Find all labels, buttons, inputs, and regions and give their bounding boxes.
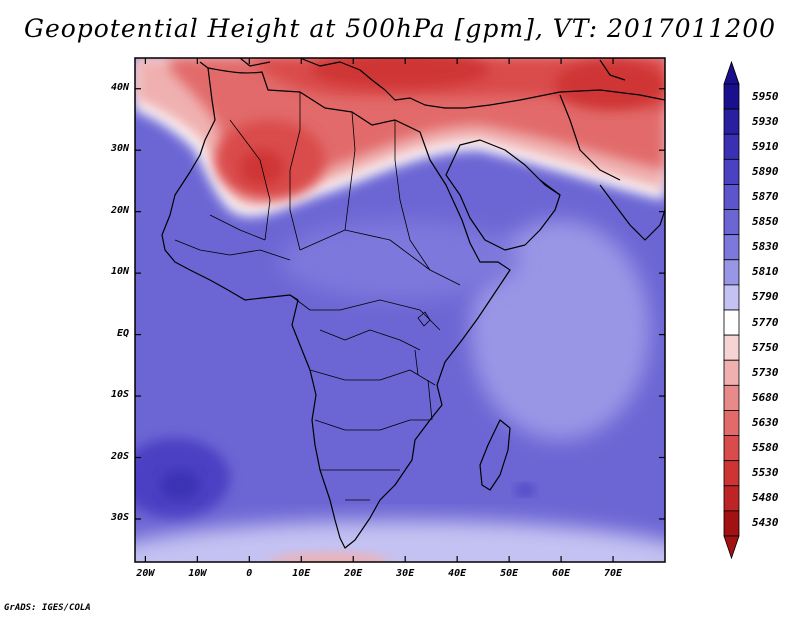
axis-ticks: [135, 58, 665, 562]
colorbar-label: 5830: [752, 240, 779, 254]
africa-coastline: [161, 67, 511, 549]
lon-label: 10W: [188, 568, 207, 579]
colorbar-swatch: [723, 384, 740, 411]
lat-label: 20S: [110, 450, 129, 462]
madagascar: [479, 419, 511, 491]
colorbar-label: 5890: [752, 164, 779, 178]
colorbar-label: 5630: [752, 416, 779, 429]
colorbar-label: 5480: [752, 491, 779, 505]
colorbar-label: 5430: [752, 516, 779, 530]
europe-coast: [199, 58, 665, 109]
colorbar-label: 5910: [752, 139, 779, 153]
colorbar-swatch: [723, 435, 740, 462]
colorbar-swatch: [723, 184, 740, 210]
lon-label: 20W: [136, 568, 155, 579]
lat-label: 10N: [110, 266, 129, 278]
colorbar-swatch: [723, 359, 740, 386]
lon-label: 70E: [604, 568, 623, 579]
map-title: Geopotential Height at 500hPa [gpm], VT:…: [23, 14, 777, 43]
lat-label: 10S: [110, 389, 129, 401]
african-borders: [174, 92, 461, 501]
colorbar-label: 5680: [752, 390, 779, 404]
lon-label: 30E: [396, 568, 415, 579]
colorbar-swatch: [723, 284, 740, 311]
colorbar-swatch: [723, 259, 740, 286]
colorbar-swatch: [723, 83, 740, 110]
colorbar-label: 5750: [752, 340, 779, 354]
colorbar-label: 5770: [752, 315, 779, 329]
lon-label: 60E: [552, 568, 571, 579]
colorbar-label: 5790: [752, 290, 779, 304]
footer-credit: GrADS: IGES/COLA: [4, 603, 91, 613]
lon-label: 50E: [500, 568, 519, 579]
colorbar-swatch: [723, 309, 740, 336]
caspian-and-gulfs: [539, 59, 626, 196]
arabia-coastline: [445, 139, 561, 251]
colorbar-label: 5810: [752, 265, 779, 279]
colorbar: [723, 60, 740, 560]
colorbar-label: 5950: [752, 89, 779, 103]
colorbar-swatch: [723, 334, 740, 361]
colorbar-label: 5580: [752, 441, 779, 455]
lon-label: 10E: [292, 568, 311, 579]
lat-label: EQ: [116, 327, 129, 339]
lake-victoria: [414, 311, 433, 421]
colorbar-swatch: [723, 133, 740, 160]
colorbar-label: 5930: [752, 114, 779, 128]
colorbar-label: 5730: [752, 365, 779, 379]
india-coast: [599, 184, 665, 241]
lat-label: 40N: [110, 81, 129, 93]
lat-label: 30S: [110, 511, 129, 523]
lon-label: 20E: [344, 568, 363, 579]
colorbar-min-triangle: [723, 535, 740, 560]
colorbar-swatch: [723, 209, 740, 236]
colorbar-max-triangle: [723, 60, 740, 85]
colorbar-swatch: [723, 158, 740, 185]
lon-label: 0: [246, 568, 253, 579]
colorbar-swatch: [723, 510, 740, 537]
colorbar-label: 5870: [752, 190, 779, 203]
height-field: [135, 58, 665, 562]
colorbar-label: 5850: [752, 215, 779, 229]
colorbar-swatch: [723, 108, 740, 135]
colorbar-swatch: [723, 460, 740, 487]
plot-frame: [134, 57, 666, 563]
colorbar-label: 5530: [752, 466, 779, 480]
lat-label: 30N: [110, 143, 129, 155]
colorbar-swatch: [723, 234, 740, 261]
coastlines: [161, 58, 665, 549]
colorbar-swatch: [723, 485, 740, 512]
colorbar-swatch: [723, 410, 740, 436]
lon-label: 40E: [448, 568, 467, 579]
lat-label: 20N: [110, 204, 129, 216]
